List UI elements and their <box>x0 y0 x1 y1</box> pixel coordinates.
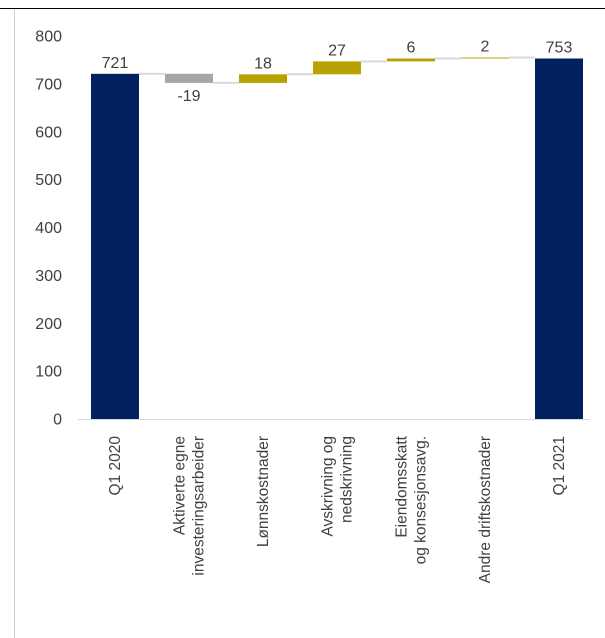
frame-top-border <box>0 8 605 9</box>
y-tick-label: 800 <box>35 29 62 46</box>
x-category-label: Andre driftskostnader <box>477 436 494 583</box>
y-tick-label: 600 <box>35 124 62 141</box>
x-category-label: Lønnskostnader <box>255 436 272 547</box>
y-tick-label: 300 <box>35 268 62 285</box>
frame-left-border <box>14 9 15 638</box>
y-tick-label: 0 <box>53 412 62 429</box>
y-tick-label: 100 <box>35 364 62 381</box>
delta-bar <box>461 57 509 59</box>
data-label: 2 <box>481 39 490 56</box>
total-bar <box>535 58 583 419</box>
x-axis: Q1 2020 Aktiverte egne investeringsarbeide… <box>78 419 590 583</box>
y-tick-label: 200 <box>35 316 62 333</box>
x-category-label: Avskrivning og <box>320 436 337 537</box>
delta-bar <box>239 74 287 83</box>
delta-bar <box>387 58 435 62</box>
data-label: 18 <box>254 55 272 72</box>
y-tick-label: 700 <box>35 76 62 93</box>
total-bar <box>91 73 139 419</box>
x-category-label: og konsesjonsavg. <box>413 436 430 564</box>
y-axis: 0 100 200 300 400 500 600 700 800 <box>35 29 62 429</box>
data-label: 721 <box>102 55 129 72</box>
x-category-label: Eiendomsskatt <box>394 435 411 537</box>
y-tick-label: 500 <box>35 172 62 189</box>
connectors <box>139 56 535 84</box>
x-category-label: Q1 2021 <box>551 436 568 495</box>
bars <box>91 57 583 419</box>
x-category-label: Q1 2020 <box>107 436 124 496</box>
x-category-label: investeringsarbeider <box>191 436 208 576</box>
y-tick-label: 400 <box>35 220 62 237</box>
data-label: 6 <box>407 40 416 57</box>
data-label: -19 <box>177 88 200 105</box>
delta-bar <box>165 73 213 83</box>
data-labels: 721 -19 18 27 6 2 753 <box>102 39 573 105</box>
data-label: 27 <box>328 42 346 59</box>
x-category-label: Aktiverte egne <box>172 436 189 535</box>
data-label: 753 <box>546 40 573 57</box>
delta-bar <box>313 61 361 75</box>
x-category-label: nedskrivning <box>339 436 356 523</box>
